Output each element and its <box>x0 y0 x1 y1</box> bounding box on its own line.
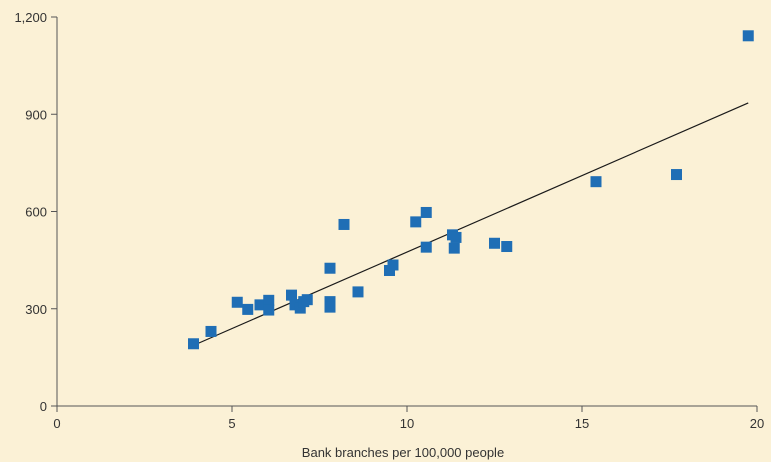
data-point <box>188 338 199 350</box>
data-point <box>501 241 513 253</box>
data-point <box>352 286 364 298</box>
data-point <box>590 176 602 188</box>
data-point <box>450 231 462 243</box>
y-tick-label: 600 <box>25 205 47 220</box>
x-axis-title: Bank branches per 100,000 people <box>302 445 504 460</box>
data-point <box>324 262 336 274</box>
x-tick-label: 20 <box>750 416 764 431</box>
data-point <box>410 216 422 228</box>
x-tick-label: 10 <box>400 416 414 431</box>
data-point <box>420 206 432 218</box>
axes <box>56 17 757 407</box>
data-points <box>188 30 754 350</box>
x-tick-label: 5 <box>228 416 235 431</box>
y-axis-ticks: 0 300 600 900 1,200 <box>14 10 57 414</box>
y-tick-label: 900 <box>25 107 47 122</box>
data-point <box>384 264 395 276</box>
trend-line <box>193 102 749 346</box>
data-point <box>742 30 754 42</box>
data-point <box>263 294 275 306</box>
data-point <box>324 296 336 308</box>
data-point <box>671 169 682 181</box>
data-point <box>231 296 243 308</box>
data-point <box>489 237 500 249</box>
data-point <box>324 301 336 313</box>
data-point <box>263 304 275 316</box>
y-tick-label: 0 <box>40 399 47 414</box>
data-point <box>254 299 266 311</box>
x-tick-label: 15 <box>575 416 589 431</box>
data-point <box>301 294 313 306</box>
data-point <box>294 302 306 314</box>
data-point <box>420 241 432 253</box>
data-point <box>242 303 254 315</box>
x-tick-label: 0 <box>53 416 60 431</box>
data-point <box>286 289 297 301</box>
data-point <box>448 242 460 254</box>
data-point <box>205 325 217 337</box>
y-tick-label: 1,200 <box>14 10 47 25</box>
x-axis-ticks: 0 5 10 15 20 <box>53 406 764 431</box>
data-point <box>387 259 399 271</box>
y-tick-label: 300 <box>25 302 47 317</box>
data-point <box>338 218 350 230</box>
